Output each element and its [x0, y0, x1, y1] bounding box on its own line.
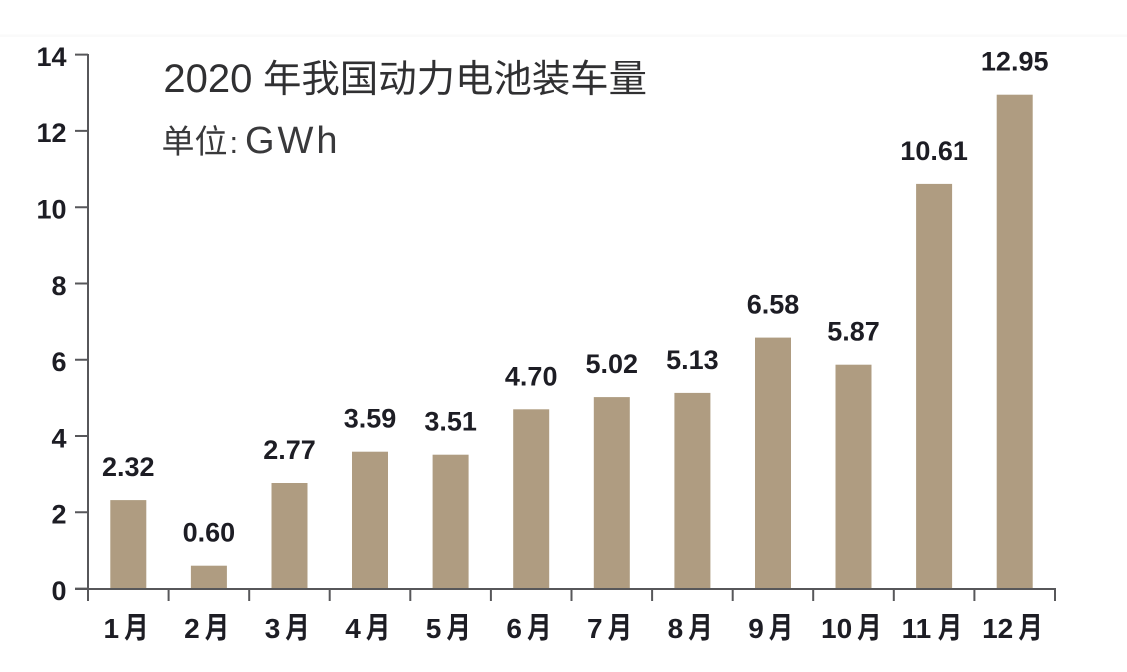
svg-text:3.59: 3.59: [344, 404, 397, 434]
svg-text:5.87: 5.87: [827, 317, 880, 347]
svg-text:5.13: 5.13: [666, 345, 719, 375]
svg-text:4: 4: [345, 613, 361, 644]
svg-text:4.70: 4.70: [505, 361, 558, 391]
svg-text:6.58: 6.58: [747, 290, 800, 320]
svg-text:1: 1: [104, 613, 120, 644]
svg-text:8: 8: [668, 613, 684, 644]
svg-text:0.60: 0.60: [183, 518, 236, 548]
svg-text:9: 9: [748, 613, 764, 644]
svg-text:12: 12: [36, 118, 66, 148]
svg-text:6: 6: [506, 613, 522, 644]
svg-text:2.32: 2.32: [102, 452, 155, 482]
svg-text:8: 8: [51, 271, 66, 301]
svg-text:10: 10: [36, 195, 66, 225]
svg-text:12.95: 12.95: [981, 47, 1049, 77]
svg-text:14: 14: [36, 42, 66, 72]
svg-text:GWh: GWh: [245, 120, 341, 162]
svg-text:5.02: 5.02: [586, 349, 639, 379]
svg-text:10: 10: [821, 613, 852, 644]
svg-text:10.61: 10.61: [900, 136, 968, 166]
svg-text:2: 2: [184, 613, 200, 644]
svg-text:12: 12: [982, 613, 1013, 644]
svg-text:4: 4: [51, 423, 66, 453]
svg-text:2.77: 2.77: [263, 435, 316, 465]
svg-text:5: 5: [426, 613, 442, 644]
svg-text:3.51: 3.51: [424, 407, 477, 437]
svg-text:0: 0: [51, 576, 66, 606]
svg-text:3: 3: [265, 613, 281, 644]
svg-text:7: 7: [587, 613, 603, 644]
svg-text:2: 2: [51, 500, 66, 530]
svg-text:11: 11: [902, 613, 932, 644]
svg-text::: :: [230, 125, 239, 160]
svg-text:2020: 2020: [163, 57, 252, 101]
svg-text:6: 6: [51, 347, 66, 377]
